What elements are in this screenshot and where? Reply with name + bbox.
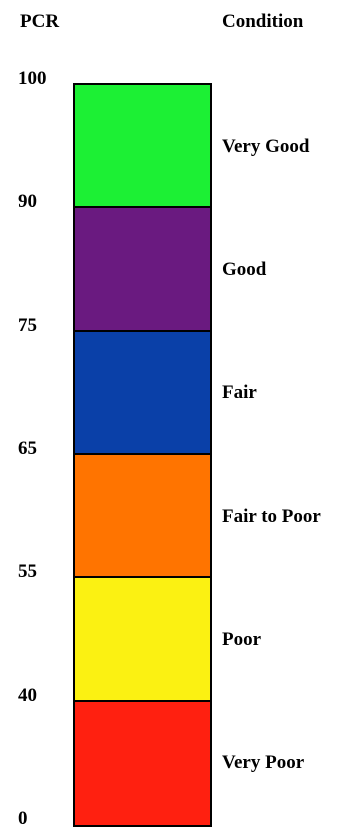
tick-label-100: 100 (18, 68, 47, 89)
band-very-poor (75, 701, 210, 825)
condition-label-poor: Poor (222, 629, 262, 650)
condition-label-very-good: Very Good (222, 135, 310, 157)
tick-label-90: 90 (18, 191, 37, 213)
tick-label-55: 55 (18, 561, 37, 583)
condition-label-fair: Fair (222, 382, 257, 404)
tick-label-65: 65 (18, 438, 37, 459)
tick-label-0: 0 (18, 808, 28, 829)
condition-label-very-poor: Very Poor (222, 752, 305, 774)
tick-label-40: 40 (18, 684, 37, 706)
band-fair-to-poor (75, 454, 210, 579)
pcr-header: PCR (20, 11, 60, 32)
band-fair (75, 331, 210, 455)
condition-label-good: Good (222, 259, 267, 280)
band-good (75, 208, 210, 332)
band-very-good (75, 85, 210, 209)
pcr-condition-scale (73, 83, 212, 827)
tick-label-75: 75 (18, 314, 37, 336)
condition-header: Condition (222, 11, 304, 32)
condition-label-fair-to-poor: Fair to Poor (222, 505, 321, 527)
band-poor (75, 578, 210, 702)
